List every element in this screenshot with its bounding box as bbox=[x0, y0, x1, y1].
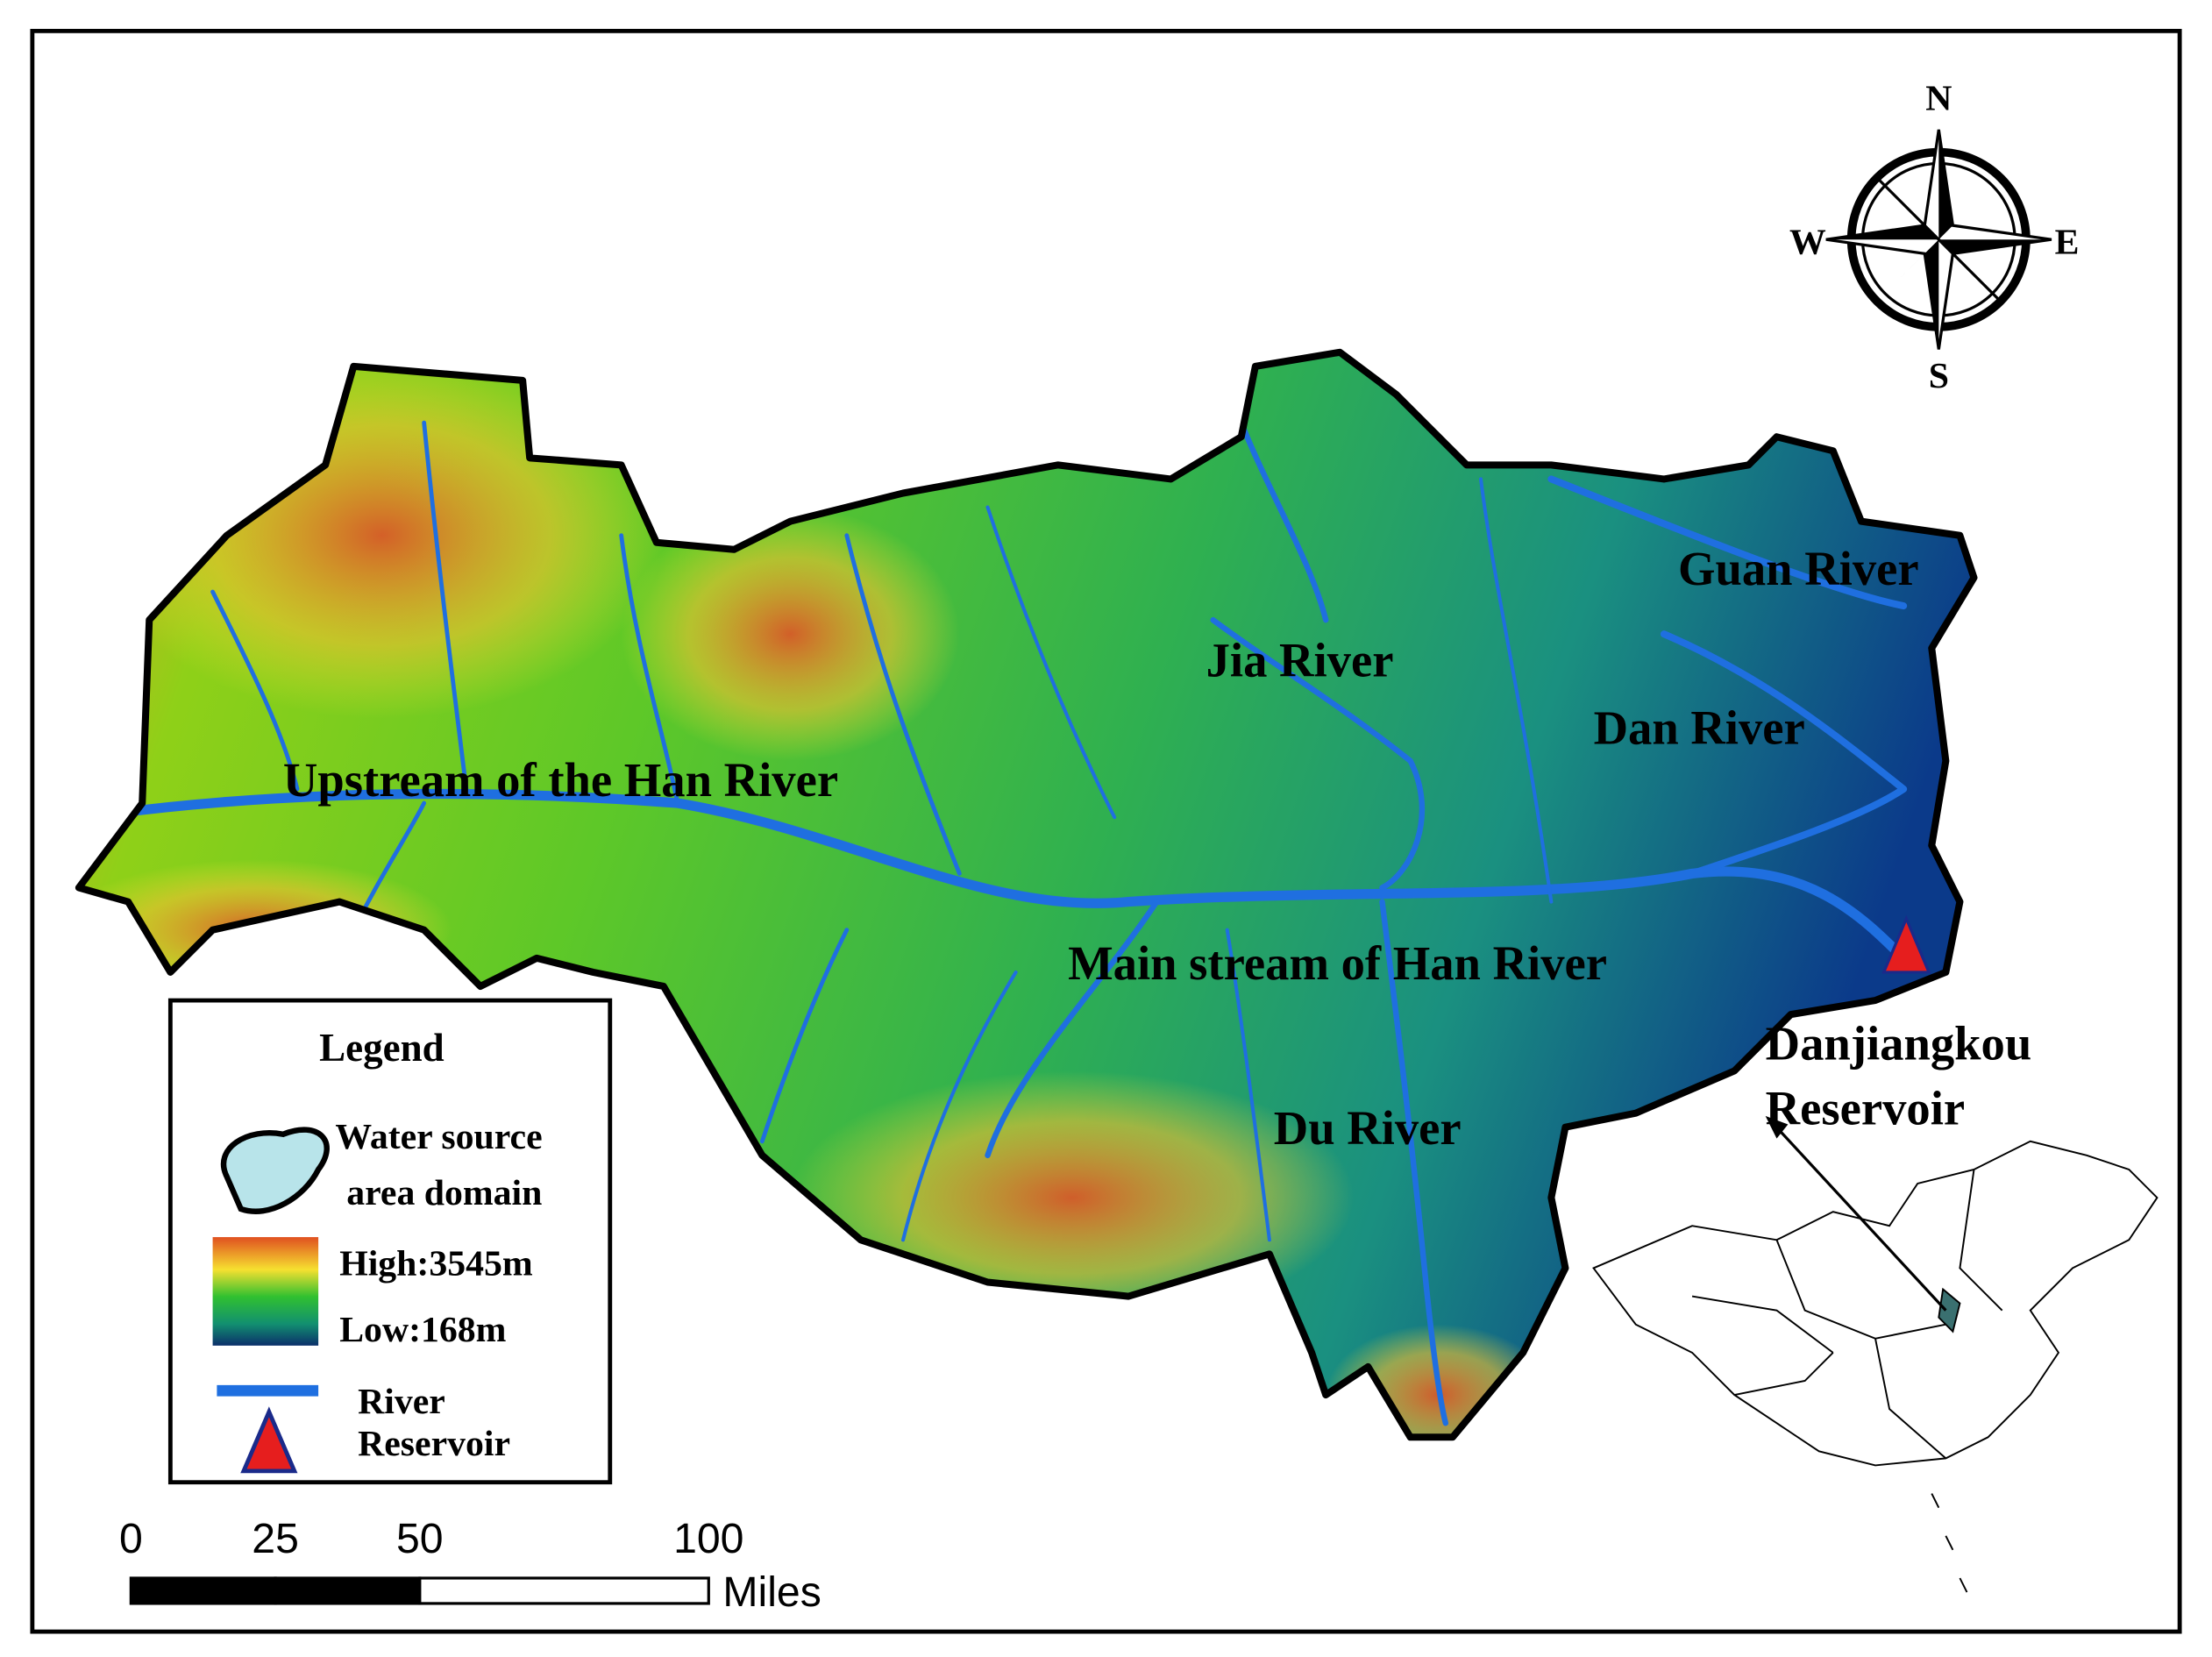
scale-tick-label: 25 bbox=[252, 1515, 299, 1562]
reservoir-label: Reservoir bbox=[1766, 1082, 1966, 1135]
reservoir-marker bbox=[1881, 914, 1931, 974]
map-labels: Guan River Jia River Dan River Upstream … bbox=[283, 542, 1919, 1155]
scale-segment bbox=[274, 1576, 422, 1605]
river-label: Du River bbox=[1274, 1101, 1462, 1155]
china-inset bbox=[1592, 1140, 2159, 1593]
legend-title: Legend bbox=[319, 1026, 445, 1070]
scale-unit: Miles bbox=[722, 1568, 821, 1616]
river-label: Jia River bbox=[1206, 633, 1394, 686]
scale-tick-label: 0 bbox=[119, 1515, 143, 1562]
legend: Legend Water source area domain High:354… bbox=[167, 998, 613, 1485]
legend-elevation-swatch bbox=[212, 1237, 319, 1346]
legend-label: area domain bbox=[346, 1173, 542, 1213]
reservoir-label: Danjiangkou bbox=[1766, 1017, 2032, 1070]
compass-south: S bbox=[1929, 356, 1949, 396]
legend-label: Water source bbox=[335, 1117, 542, 1157]
compass-east: E bbox=[2055, 222, 2080, 262]
river-label: Upstream of the Han River bbox=[283, 753, 838, 807]
compass-north: N bbox=[1925, 78, 1952, 118]
scale-tick-label: 50 bbox=[396, 1515, 444, 1562]
inset-arrowhead bbox=[1765, 1115, 1789, 1139]
legend-label: River bbox=[358, 1382, 445, 1422]
inset-arrow bbox=[1773, 1123, 1947, 1312]
scale-bar: Miles 0 25 50 100 bbox=[119, 1515, 821, 1616]
legend-label: Reservoir bbox=[358, 1424, 510, 1464]
river-label: Dan River bbox=[1594, 701, 1805, 755]
river-label: Main stream of Han River bbox=[1068, 936, 1607, 990]
legend-water-icon bbox=[220, 1127, 330, 1214]
legend-reservoir-swatch bbox=[240, 1406, 298, 1474]
scale-segment bbox=[129, 1576, 277, 1605]
legend-label: High:3545m bbox=[339, 1243, 533, 1284]
scale-segment bbox=[418, 1576, 710, 1605]
scale-tick-label: 100 bbox=[673, 1515, 743, 1562]
legend-label: Low:168m bbox=[339, 1310, 506, 1350]
compass-west: W bbox=[1789, 222, 1826, 262]
compass: N S E W bbox=[1789, 78, 2080, 396]
rivers bbox=[81, 419, 1909, 1426]
river-label: Guan River bbox=[1678, 542, 1919, 595]
